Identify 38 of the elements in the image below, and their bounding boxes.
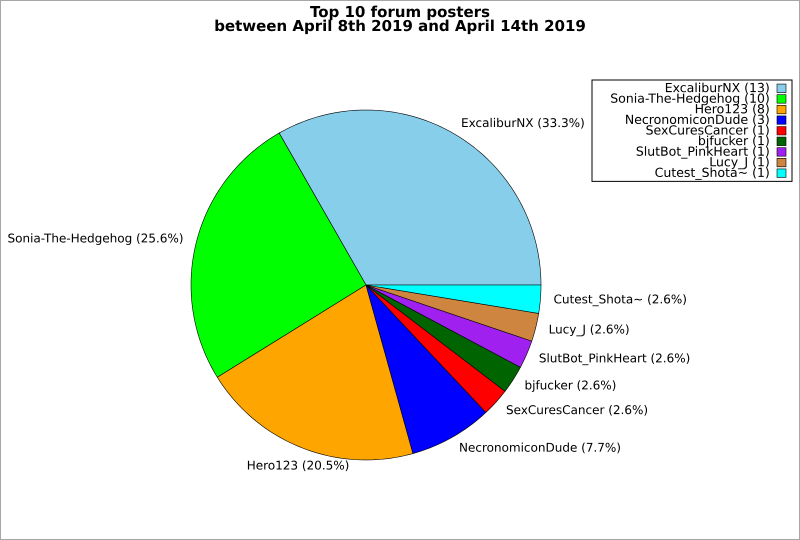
legend-label: bjfucker <box>699 136 748 148</box>
chart-title: Top 10 forum posters <box>310 6 490 20</box>
data-label: (33.3%) <box>538 118 584 129</box>
category-label: Lucy_J <box>710 157 747 170</box>
legend-label: SlutBot_PinkHeart <box>636 146 748 159</box>
text: (8) <box>753 104 769 115</box>
text: (13) <box>745 82 769 94</box>
slice-label: SlutBot_PinkHeart <box>540 353 646 366</box>
legend-label: Hero123 <box>696 104 748 114</box>
slice-label: Lucy_J <box>550 324 585 336</box>
slice-label: NecronomiconDude <box>460 442 577 452</box>
legend-label: NecronomiconDude <box>626 114 748 124</box>
legend-label: SexCuresCancer <box>646 125 748 135</box>
text: (10) <box>745 93 769 104</box>
text: (3) <box>753 114 769 126</box>
category-label: ExcaliburNX <box>666 82 740 92</box>
slice-label: Hero123 <box>248 460 298 470</box>
category-label: Cutest_Shota~ <box>655 167 747 180</box>
data-label: (2.6%) <box>590 324 629 336</box>
slice-label: ExcaliburNX <box>462 118 534 128</box>
data-label: (2.6%) <box>648 294 686 305</box>
text: (1) <box>753 146 769 158</box>
slice-label: Cutest_Shota~ <box>554 294 642 306</box>
data-label: (2.6%) <box>609 404 648 416</box>
data-label: (20.5%) <box>302 460 348 472</box>
text: (1) <box>753 136 769 147</box>
text: (1) <box>753 156 769 168</box>
data-label: (2.6%) <box>652 353 690 364</box>
chart-subtitle: between April 8th 2019 and April 14th 2019 <box>215 20 585 34</box>
category-label: Sonia-The-Hedgehog <box>611 93 740 106</box>
data-label: (7.7%) <box>582 442 620 454</box>
slice-label: bjfucker <box>526 380 573 392</box>
slice-label: Sonia-The-Hedgehog <box>8 233 132 245</box>
data-label: (25.6%) <box>137 233 182 244</box>
data-label: (2.6%) <box>578 380 616 391</box>
text: (1) <box>753 167 769 179</box>
text: (1) <box>753 125 769 136</box>
slice-label: SexCuresCancer <box>506 405 604 414</box>
